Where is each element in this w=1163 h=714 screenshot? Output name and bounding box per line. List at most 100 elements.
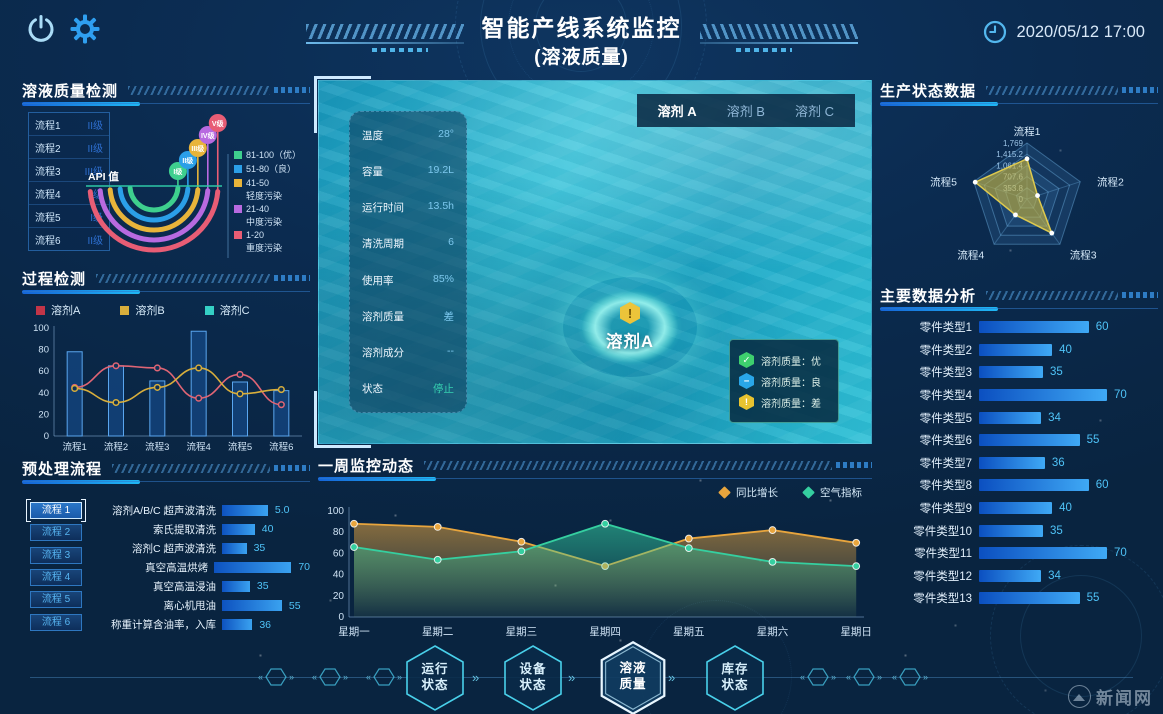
- part-type-row: 零件类型10 35: [880, 519, 1158, 542]
- part-type-value: 55: [1086, 592, 1100, 605]
- hatch-decoration: [128, 85, 270, 95]
- step-label: 真空高温浸油: [153, 580, 216, 593]
- hatch-decoration: [986, 85, 1118, 95]
- dots-decoration: [836, 462, 872, 468]
- power-icon[interactable]: [26, 14, 56, 44]
- part-type-row: 零件类型4 70: [880, 384, 1158, 407]
- svg-text:流程3: 流程3: [1070, 248, 1097, 261]
- watermark-logo-icon: [1068, 685, 1091, 708]
- section-title: 一周监控动态: [318, 457, 415, 475]
- part-type-row: 零件类型1 60: [880, 316, 1158, 339]
- nav-item-4[interactable]: 库存 状态: [704, 644, 766, 712]
- svg-text:流程5: 流程5: [228, 441, 252, 453]
- part-type-row: 零件类型8 60: [880, 474, 1158, 497]
- nav-item-1[interactable]: 运行 状态: [404, 644, 466, 712]
- process-name: 流程2: [35, 144, 61, 155]
- section-underline: [22, 480, 310, 486]
- svg-text:星期三: 星期三: [506, 626, 538, 638]
- process-step-button-3[interactable]: 流程 3: [30, 546, 82, 564]
- tab-solvent-a[interactable]: 溶剂 A: [657, 104, 697, 119]
- svg-text:V级: V级: [212, 119, 225, 128]
- process-step-button-4[interactable]: 流程 4: [30, 568, 82, 586]
- tab-solvent-c[interactable]: 溶剂 C: [794, 104, 834, 119]
- quality-hexagon-icon: −: [739, 373, 754, 389]
- part-type-bar: [979, 524, 1043, 537]
- step-bar: [222, 619, 253, 631]
- svg-text:流程1: 流程1: [1014, 125, 1041, 138]
- panel-solution-quality: 溶液质量检测 流程1 II级 流程2 II级 流程3 III级 流程4 II级 流程5 I级 流程6…: [22, 80, 310, 268]
- process-step-button-1[interactable]: 流程 1: [26, 499, 86, 522]
- nav-flow-arrow-icon: »: [568, 670, 575, 685]
- legend-item-溶剂C[interactable]: 溶剂C: [204, 302, 250, 318]
- part-type-label: 零件类型12: [913, 570, 972, 583]
- process-level: II级: [87, 144, 103, 155]
- legend-label: 同比增长: [736, 487, 778, 499]
- section-title: 生产状态数据: [880, 82, 977, 100]
- legend-item-空气指标[interactable]: 空气指标: [802, 485, 862, 500]
- nav-small-hex[interactable]: «»: [366, 667, 402, 687]
- tab-solvent-b[interactable]: 溶剂 B: [726, 104, 765, 119]
- nav-small-hex[interactable]: «»: [846, 667, 882, 687]
- nav-item-3[interactable]: 溶液 质量: [598, 640, 668, 714]
- legend-item-溶剂B[interactable]: 溶剂B: [120, 302, 165, 318]
- svg-text:1,415.2: 1,415.2: [996, 150, 1023, 159]
- panel-data-analysis: 主要数据分析 零件类型1 60 零件类型2 40 零件类型3 35 零件类型4 70 零件类型5…: [880, 285, 1158, 645]
- step-value: 35: [253, 542, 266, 555]
- tank-stat-row: 状态 停止: [362, 381, 454, 396]
- svg-text:0: 0: [44, 431, 49, 442]
- section-underline: [318, 477, 872, 483]
- part-type-row: 零件类型11 70: [880, 542, 1158, 565]
- part-type-bar: [979, 411, 1042, 424]
- legend-label: 溶剂A: [51, 305, 81, 317]
- hatch-decoration: [112, 463, 270, 473]
- part-type-value: 55: [1086, 434, 1100, 447]
- part-type-bar: [979, 569, 1042, 582]
- nav-item-label: 运行 状态: [421, 662, 449, 692]
- svg-text:0: 0: [338, 612, 344, 623]
- nav-small-hex[interactable]: «»: [892, 667, 928, 687]
- part-type-value: 35: [1050, 524, 1063, 537]
- pretreatment-step-row: 真空高温浸油 35: [84, 578, 310, 594]
- tank-glow-ring: [563, 277, 697, 377]
- process-step-button-6[interactable]: 流程 6: [30, 613, 82, 631]
- part-type-bar: [979, 456, 1045, 469]
- header-decoration-left: [306, 24, 464, 52]
- nav-small-hex[interactable]: «»: [800, 667, 836, 687]
- svg-text:80: 80: [333, 527, 345, 538]
- part-type-label: 零件类型5: [919, 412, 972, 425]
- part-type-label: 零件类型10: [913, 525, 972, 538]
- stat-value: --: [447, 344, 454, 357]
- part-type-value: 34: [1048, 411, 1061, 424]
- stat-value: 差: [443, 310, 455, 323]
- part-type-row: 零件类型3 35: [880, 361, 1158, 384]
- svg-text:1,769: 1,769: [1003, 139, 1024, 148]
- pretreatment-step-row: 真空高温烘烤 70: [84, 559, 310, 575]
- step-label: 离心机甩油: [163, 600, 217, 612]
- step-value: 35: [256, 580, 269, 593]
- legend-item-溶剂A[interactable]: 溶剂A: [36, 302, 80, 318]
- gear-icon[interactable]: [70, 14, 100, 44]
- dots-decoration: [1122, 87, 1158, 93]
- nav-small-hex[interactable]: «»: [258, 667, 294, 687]
- legend-label: 溶剂C: [219, 305, 250, 317]
- svg-text:星期日: 星期日: [840, 626, 872, 638]
- legend-item-同比增长[interactable]: 同比增长: [718, 485, 778, 500]
- process-step-button-5[interactable]: 流程 5: [30, 591, 82, 609]
- step-value: 5.0: [274, 504, 290, 516]
- section-title: 溶液质量检测: [22, 82, 119, 100]
- stat-value: 85%: [432, 272, 454, 285]
- solvent-tabs: 溶剂 A 溶剂 B 溶剂 C: [636, 94, 855, 127]
- nav-item-2[interactable]: 设备 状态: [502, 644, 564, 712]
- svg-text:星期一: 星期一: [338, 626, 370, 638]
- svg-text:I级: I级: [173, 167, 183, 176]
- panel-production-status: 生产状态数据 1,7691,415.21,061.4707.6353.80流程1…: [880, 80, 1158, 285]
- nav-small-hex[interactable]: «»: [312, 667, 348, 687]
- tank-stat-row: 溶剂质量 差: [362, 309, 454, 324]
- step-label: 称重计算含油率，入库: [111, 619, 216, 632]
- step-label: 索氏提取清洗: [153, 523, 216, 536]
- quality-legend-label: 溶剂质量：良: [761, 377, 821, 389]
- svg-text:流程5: 流程5: [930, 176, 957, 189]
- process-step-button-2[interactable]: 流程 2: [30, 524, 82, 542]
- tank-solvent-label: 溶剂A: [606, 333, 654, 351]
- datetime-display: 2020/05/12 17:00: [982, 19, 1145, 45]
